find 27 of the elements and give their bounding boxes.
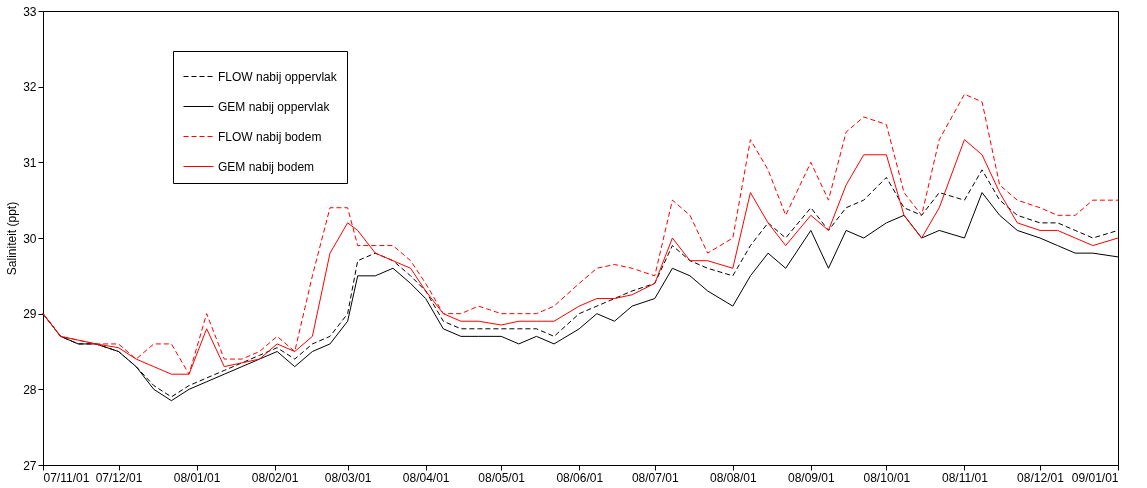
y-tick-label: 33 bbox=[23, 4, 37, 19]
x-tick-label: 07/12/01 bbox=[95, 470, 143, 485]
x-tick-label: 08/06/01 bbox=[556, 470, 604, 485]
y-tick-label: 31 bbox=[23, 155, 37, 170]
legend-label: GEM nabij oppervlak bbox=[218, 99, 331, 114]
x-tick-label: 07/11/01 bbox=[43, 470, 90, 485]
y-tick-label: 29 bbox=[23, 307, 37, 322]
y-tick-label: 27 bbox=[23, 458, 37, 473]
legend-label: FLOW nabij oppervlak bbox=[218, 69, 338, 84]
x-tick-label: 08/08/01 bbox=[709, 470, 757, 485]
x-tick-label: 08/01/01 bbox=[173, 470, 221, 485]
y-axis-title: Saliniteit (ppt) bbox=[5, 201, 20, 276]
x-tick-label: 08/03/01 bbox=[324, 470, 372, 485]
x-tick-label: 08/04/01 bbox=[402, 470, 450, 485]
y-tick-label: 28 bbox=[23, 382, 37, 397]
x-tick-label: 08/05/01 bbox=[478, 470, 526, 485]
x-tick-label: 08/11/01 bbox=[942, 470, 989, 485]
x-tick-label: 08/12/01 bbox=[1017, 470, 1065, 485]
y-tick-label: 32 bbox=[23, 80, 37, 95]
x-tick-label: 09/01/01 bbox=[1071, 470, 1119, 485]
legend-label: GEM nabij bodem bbox=[218, 159, 315, 174]
x-tick-label: 08/10/01 bbox=[863, 470, 911, 485]
x-tick-label: 08/09/01 bbox=[788, 470, 836, 485]
y-tick-label: 30 bbox=[23, 231, 37, 246]
x-tick-label: 08/02/01 bbox=[251, 470, 299, 485]
x-tick-label: 08/07/01 bbox=[631, 470, 679, 485]
legend-label: FLOW nabij bodem bbox=[218, 129, 322, 144]
